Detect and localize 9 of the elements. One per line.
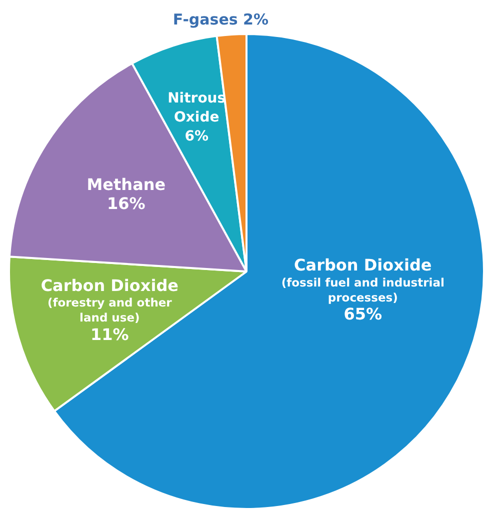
slice-label: Nitrous Oxide [168, 90, 226, 126]
slice-label: Methane [86, 174, 166, 194]
data-label: 11% [90, 324, 129, 344]
slice-label: F-gases 2% [172, 10, 269, 28]
data-label: 65% [344, 304, 382, 324]
slice-label: Carbon Dioxide (fossil fuel and industrial processes) [281, 255, 444, 304]
slice-label: Carbon Dioxide (forestry and other land use) [40, 276, 179, 325]
data-label: 16% [107, 194, 146, 213]
data-label: 6% [184, 128, 208, 145]
